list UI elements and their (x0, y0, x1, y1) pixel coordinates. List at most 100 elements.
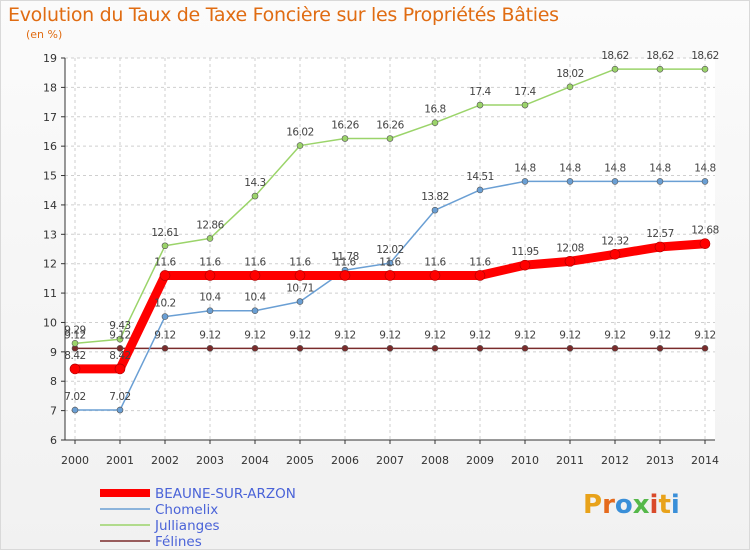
series-point (566, 345, 574, 352)
data-label: 7.02 (109, 391, 130, 403)
x-tick-label: 2002 (151, 454, 179, 467)
data-label: 8.42 (64, 350, 85, 362)
data-label: 14.8 (604, 162, 625, 174)
series-point (116, 345, 124, 352)
series-point (339, 270, 351, 281)
data-label: 16.8 (424, 104, 445, 116)
x-tick-label: 2010 (511, 454, 539, 467)
data-label: 8.42 (109, 350, 130, 362)
x-tick-label: 2009 (466, 454, 494, 467)
data-label: 9.12 (469, 329, 490, 341)
series-point (701, 65, 709, 73)
y-tick-label: 6 (50, 434, 57, 447)
y-tick-label: 12 (43, 258, 57, 271)
series-point (701, 178, 709, 185)
data-label: 12.57 (646, 228, 674, 240)
data-label: 7.02 (64, 391, 85, 403)
series-lines (69, 65, 711, 414)
series-point (476, 345, 484, 352)
data-label: 14.8 (694, 162, 715, 174)
series-point (566, 83, 574, 91)
series-point (564, 256, 576, 267)
data-label: 11.6 (334, 256, 356, 268)
series-point (386, 345, 394, 352)
data-labels: 8.42 8.42 11.6 11.6 11.6 11.6 11.6 11.6 11.6 11.6… (64, 50, 719, 403)
series-point (474, 270, 486, 281)
series-point (656, 345, 664, 352)
x-tick-label: 2013 (646, 454, 674, 467)
series-point (611, 178, 619, 185)
y-tick-label: 8 (50, 375, 57, 388)
data-label: 9.12 (244, 329, 265, 341)
data-label: 12.02 (376, 244, 404, 256)
data-label: 14.51 (466, 171, 494, 183)
y-tick-label: 7 (50, 405, 57, 418)
x-tick-label: 2005 (286, 454, 314, 467)
series-point (341, 135, 349, 142)
data-label: 9.12 (514, 329, 535, 341)
series-point (701, 345, 709, 352)
series-point (566, 178, 574, 185)
series-point (161, 242, 169, 250)
series-point (476, 101, 484, 109)
data-label: 12.61 (151, 227, 179, 239)
y-tick-label: 13 (43, 228, 57, 241)
series-point (116, 335, 124, 343)
data-label: 10.4 (199, 292, 221, 304)
x-tick-label: 2006 (331, 454, 359, 467)
series-point (611, 345, 619, 352)
legend-label: Félines (155, 534, 202, 550)
series-point (296, 298, 304, 305)
y-tick-label: 18 (43, 81, 57, 94)
series-point (71, 406, 79, 414)
series-point (206, 235, 214, 242)
series-point (206, 307, 214, 315)
data-label: 9.12 (64, 329, 85, 341)
y-tick-label: 17 (43, 111, 57, 124)
data-label: 9.12 (334, 329, 355, 341)
series-point (296, 142, 304, 149)
data-label: 13.82 (421, 191, 449, 203)
data-label: 10.71 (286, 283, 314, 295)
series-point (519, 259, 531, 271)
series-point (71, 340, 79, 347)
x-tick-label: 2001 (106, 454, 134, 467)
x-tick-label: 2004 (241, 454, 269, 467)
data-label: 14.3 (244, 177, 265, 189)
data-label: 9.12 (154, 329, 175, 341)
y-tick-label: 9 (50, 346, 57, 359)
chart-title: Evolution du Taux de Taxe Foncière sur l… (8, 4, 559, 26)
data-label: 9.12 (289, 329, 310, 341)
data-label: 9.12 (109, 329, 130, 341)
data-label: 9.43 (109, 320, 130, 332)
data-label: 9.12 (559, 329, 580, 341)
series-point (296, 345, 304, 352)
y-tick-label: 11 (43, 287, 57, 300)
series-point (521, 345, 529, 352)
data-label: 14.8 (514, 162, 535, 174)
x-tick-label: 2012 (601, 454, 629, 467)
data-label: 9.12 (424, 329, 445, 341)
series-point (386, 259, 394, 267)
data-label: 11.6 (244, 256, 266, 268)
series-point (384, 270, 396, 281)
proxiti-logo: Proxiti (583, 490, 680, 520)
series-point (429, 270, 441, 281)
y-tick-label: 16 (43, 140, 57, 153)
series-point (656, 65, 664, 73)
series-point (521, 178, 529, 185)
data-label: 16.26 (376, 120, 404, 132)
data-label: 11.78 (331, 251, 359, 263)
data-label: 10.2 (154, 298, 175, 310)
x-tick-label: 2014 (691, 454, 719, 467)
data-label: 9.29 (64, 324, 85, 336)
legend-label: Chomelix (155, 502, 218, 518)
grid (65, 57, 715, 441)
series-point (159, 270, 171, 281)
unit-label: (en %) (26, 28, 63, 41)
series-point (699, 238, 711, 250)
data-label: 11.6 (199, 256, 221, 268)
series-point (476, 186, 484, 194)
data-label: 17.4 (514, 86, 536, 98)
